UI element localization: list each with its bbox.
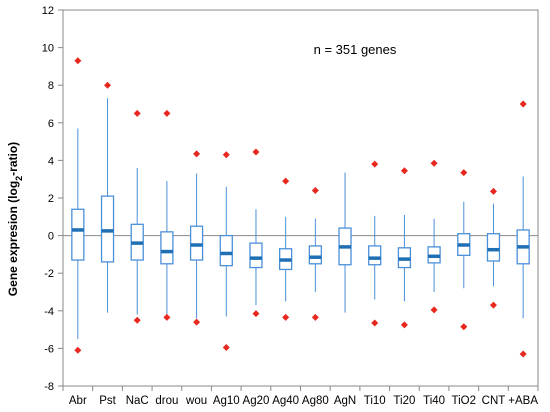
outlier-point	[252, 148, 260, 156]
outlier-point	[460, 169, 468, 177]
outlier-point	[104, 81, 112, 89]
x-category-label: Ag10	[213, 395, 240, 407]
x-category-label: Ag20	[243, 395, 270, 407]
y-tick-label: 6	[48, 118, 54, 130]
outlier-point	[311, 313, 319, 321]
outlier-point	[282, 313, 290, 321]
outlier-point	[133, 109, 141, 117]
outlier-point	[430, 306, 438, 314]
y-axis-label-main: Gene expresion (log	[6, 181, 20, 296]
box-iqr	[189, 225, 204, 261]
box-group	[279, 177, 293, 321]
box-group	[338, 172, 352, 313]
y-tick-label: 10	[42, 43, 54, 55]
y-tick-label: 2	[48, 193, 54, 205]
outlier-point	[489, 187, 497, 195]
box-iqr	[160, 231, 174, 265]
outlier-point	[163, 109, 171, 117]
box-group	[397, 167, 412, 329]
box-iqr	[71, 208, 85, 261]
box-group	[249, 148, 263, 318]
y-tick-label: -6	[44, 343, 54, 355]
y-tick-label: 4	[48, 155, 54, 167]
box-iqr	[219, 234, 233, 267]
outlier-point	[193, 318, 201, 326]
y-axis-label: Gene expresion (log2-ratio)	[6, 142, 24, 296]
outlier-point	[74, 346, 82, 354]
box-group	[486, 187, 501, 309]
outlier-point	[133, 316, 141, 324]
box-group	[516, 100, 530, 358]
outlier-point	[252, 310, 260, 318]
box-iqr	[368, 245, 382, 266]
outlier-point	[519, 100, 527, 108]
y-tick-label: -8	[44, 381, 54, 393]
annotation-label: n = 351 genes	[314, 42, 397, 57]
x-category-label: Abr	[69, 395, 87, 407]
plot-frame	[62, 9, 539, 387]
box-group	[427, 159, 441, 314]
outlier-point	[311, 186, 319, 194]
x-category-label: TiO2	[452, 395, 477, 407]
outlier-point	[519, 350, 527, 358]
outlier-point	[222, 151, 230, 159]
box-iqr	[308, 245, 322, 265]
y-tick-label: 12	[42, 5, 54, 17]
outlier-point	[400, 321, 408, 329]
outlier-point	[460, 323, 468, 331]
x-category-label: Pst	[99, 395, 116, 407]
x-category-label: NaC	[126, 395, 149, 407]
outlier-point	[282, 177, 290, 185]
box-group	[368, 160, 382, 327]
x-category-label: Ag40	[272, 395, 299, 407]
box-group	[160, 109, 174, 321]
outlier-point	[371, 160, 379, 168]
box-iqr	[486, 233, 501, 262]
y-axis-label-end: -ratio)	[6, 142, 20, 176]
outlier-point	[430, 159, 438, 167]
x-category-label: drou	[155, 395, 178, 407]
y-tick-label: -4	[44, 306, 54, 318]
box-group	[189, 150, 204, 326]
y-axis-label-sub: 2	[14, 176, 24, 181]
x-category-label: Ti40	[423, 395, 445, 407]
y-tick-label: -2	[44, 268, 54, 280]
outlier-point	[371, 319, 379, 327]
outlier-point	[74, 57, 82, 65]
outlier-point	[222, 343, 230, 351]
y-tick-label: 0	[48, 231, 54, 243]
box-group	[308, 186, 322, 321]
outlier-point	[193, 150, 201, 158]
box-group	[219, 151, 233, 351]
box-group	[457, 169, 471, 331]
outlier-point	[489, 301, 497, 309]
box-group	[100, 81, 115, 313]
y-tick-label: 8	[48, 80, 54, 92]
outlier-point	[163, 313, 171, 321]
axes: -8 -6 -4 -2 0 2 4 6 8 10 12 Abr Pst NaC drou wou Ag10 Ag2…	[42, 5, 539, 407]
box-iqr	[249, 242, 263, 269]
x-category-label: Ti10	[364, 395, 386, 407]
boxes-layer	[71, 57, 530, 358]
x-category-label: CNT	[482, 395, 506, 407]
outlier-point	[400, 167, 408, 175]
box-group	[130, 109, 144, 324]
x-category-label: +ABA	[508, 395, 538, 407]
x-category-label: wou	[185, 395, 207, 407]
box-group	[71, 57, 85, 354]
x-category-label: Ti20	[393, 395, 415, 407]
x-category-label: Ag80	[302, 395, 329, 407]
box-iqr	[100, 195, 115, 263]
x-category-label: AgN	[334, 395, 356, 407]
